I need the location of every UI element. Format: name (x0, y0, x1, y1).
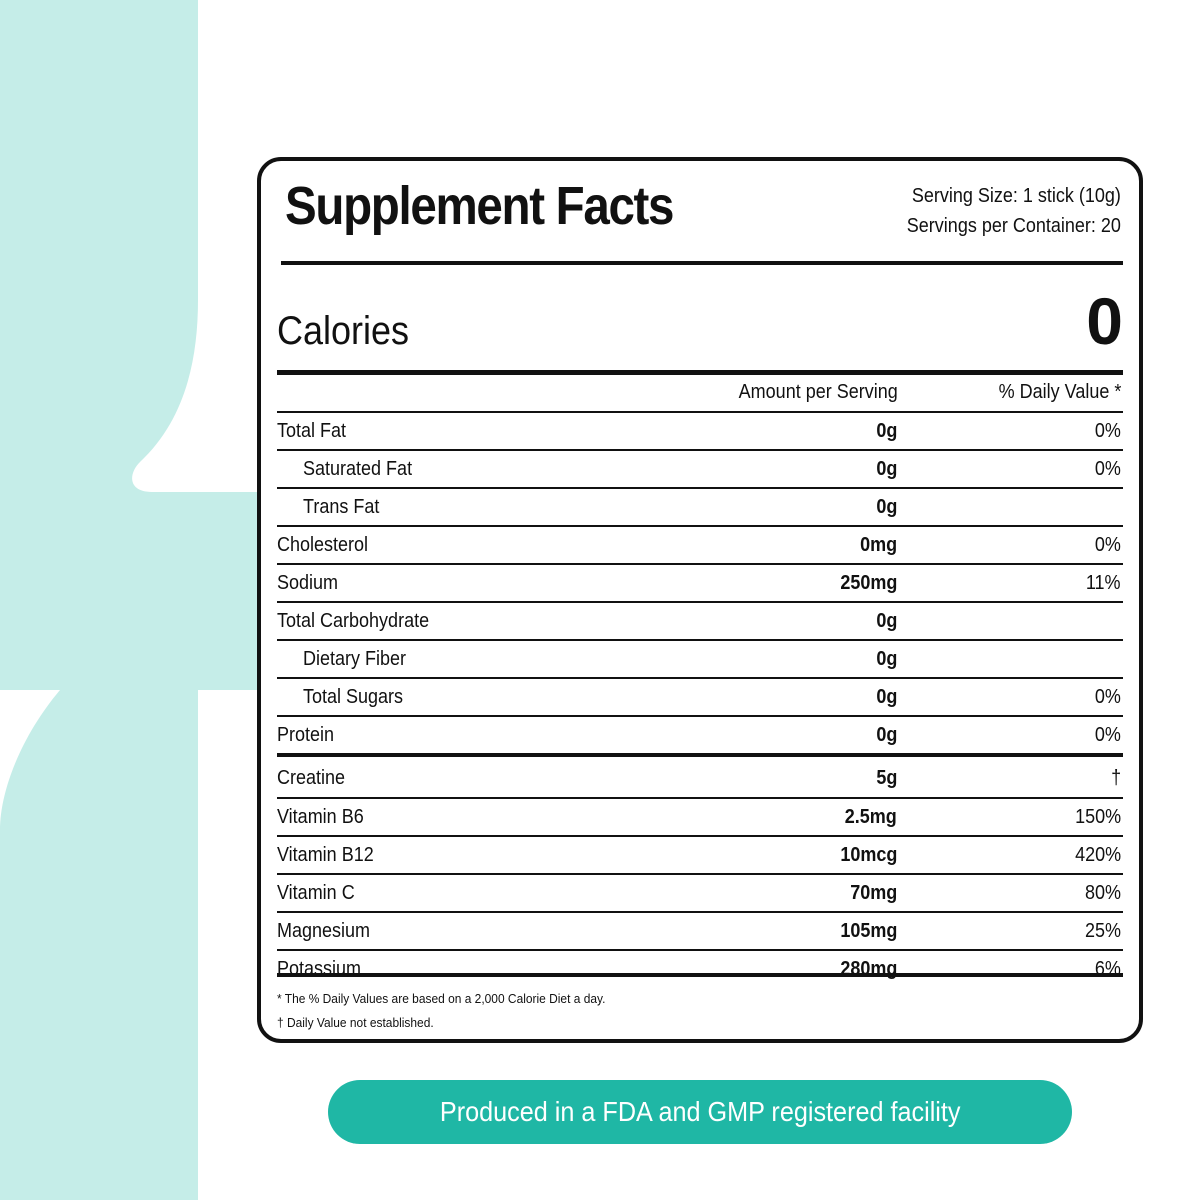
row-amount: 280mg (839, 958, 897, 980)
column-header-amount: Amount per Serving (738, 381, 898, 403)
row-daily-value: 0% (1094, 458, 1121, 480)
row-name: Vitamin B6 (277, 806, 364, 828)
row-name: Trans Fat (303, 496, 380, 518)
column-header-daily-value: % Daily Value * (998, 381, 1121, 403)
row-amount: 250mg (839, 572, 897, 594)
row-name: Vitamin B12 (277, 844, 374, 866)
serving-info: Serving Size: 1 stick (10g) Servings per… (907, 181, 1121, 241)
row-amount: 0g (875, 420, 897, 442)
footnote-daily-values: * The % Daily Values are based on a 2,00… (277, 991, 606, 1006)
footnote-not-established: † Daily Value not established. (277, 1015, 434, 1030)
row-daily-value: 6% (1094, 958, 1121, 980)
row-amount: 70mg (849, 882, 897, 904)
servings-per-container: Servings per Container: 20 (906, 215, 1121, 237)
row-amount: 105mg (839, 920, 897, 942)
row-daily-value: 0% (1094, 724, 1121, 746)
row-amount: 0mg (859, 534, 897, 556)
background-decor-shape (0, 0, 260, 1200)
table-row: Total Fat 0g 0% (277, 411, 1123, 449)
row-amount: 5g (875, 767, 897, 789)
row-name: Saturated Fat (303, 458, 413, 480)
panel-title: Supplement Facts (285, 176, 674, 236)
row-name: Cholesterol (277, 534, 369, 556)
row-name: Creatine (277, 767, 346, 789)
serving-size: Serving Size: 1 stick (10g) (911, 185, 1121, 207)
row-name: Magnesium (277, 920, 371, 942)
table-row: Dietary Fiber 0g (277, 639, 1123, 677)
row-amount: 0g (875, 458, 897, 480)
divider-bottom (277, 973, 1123, 977)
table-row: Potassium 280mg 6% (277, 949, 1123, 987)
facts-table: Total Fat 0g 0% Saturated Fat 0g 0% Tran… (277, 411, 1123, 987)
row-daily-value: 0% (1094, 686, 1121, 708)
table-row: Cholesterol 0mg 0% (277, 525, 1123, 563)
row-amount: 0g (875, 686, 897, 708)
table-row: Vitamin B12 10mcg 420% (277, 835, 1123, 873)
divider-calories (277, 370, 1123, 375)
row-daily-value: 11% (1086, 572, 1121, 594)
row-amount: 0g (875, 648, 897, 670)
table-row: Protein 0g 0% (277, 715, 1123, 753)
row-name: Vitamin C (277, 882, 355, 904)
row-daily-value: 420% (1074, 844, 1121, 866)
row-daily-value: 0% (1094, 534, 1121, 556)
row-amount: 0g (875, 610, 897, 632)
table-row: Sodium 250mg 11% (277, 563, 1123, 601)
table-row: Creatine 5g † (277, 753, 1123, 797)
row-name: Dietary Fiber (303, 648, 407, 670)
facility-banner: Produced in a FDA and GMP registered fac… (328, 1080, 1072, 1144)
row-daily-value: 150% (1074, 806, 1121, 828)
row-amount: 2.5mg (844, 806, 897, 828)
row-daily-value: 80% (1084, 882, 1121, 904)
row-name: Sodium (277, 572, 339, 594)
table-row: Vitamin C 70mg 80% (277, 873, 1123, 911)
table-row: Trans Fat 0g (277, 487, 1123, 525)
calories-label: Calories (277, 309, 410, 353)
row-amount: 0g (875, 724, 897, 746)
supplement-facts-panel: Supplement Facts Serving Size: 1 stick (… (257, 157, 1143, 1043)
row-name: Total Carbohydrate (277, 610, 430, 632)
facility-banner-text: Produced in a FDA and GMP registered fac… (439, 1096, 961, 1127)
table-row: Vitamin B6 2.5mg 150% (277, 797, 1123, 835)
row-name: Potassium (277, 958, 362, 980)
row-amount: 0g (875, 496, 897, 518)
calories-value: 0 (1086, 284, 1123, 358)
row-name: Protein (277, 724, 335, 746)
table-row: Magnesium 105mg 25% (277, 911, 1123, 949)
footnotes: * The % Daily Values are based on a 2,00… (277, 987, 634, 1035)
table-row: Saturated Fat 0g 0% (277, 449, 1123, 487)
row-name: Total Fat (277, 420, 347, 442)
row-name: Total Sugars (303, 686, 404, 708)
table-row: Total Carbohydrate 0g (277, 601, 1123, 639)
table-row: Total Sugars 0g 0% (277, 677, 1123, 715)
divider-top (281, 261, 1123, 265)
row-daily-value: 25% (1084, 920, 1121, 942)
row-daily-value: † (1110, 767, 1121, 789)
row-amount: 10mcg (839, 844, 897, 866)
row-daily-value: 0% (1094, 420, 1121, 442)
